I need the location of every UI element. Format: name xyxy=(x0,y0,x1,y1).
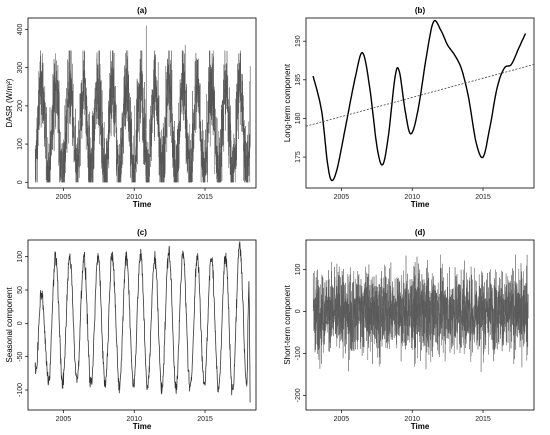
plot-area xyxy=(312,254,529,372)
y-tick-label: -100 xyxy=(17,383,24,397)
series-line xyxy=(34,241,251,403)
x-tick-label: 2010 xyxy=(126,416,142,423)
y-tick-label: 175 xyxy=(295,151,302,163)
y-tick-label: -100 xyxy=(295,346,302,360)
plot-frame xyxy=(305,239,535,411)
y-tick-label: -200 xyxy=(295,388,302,402)
plot-frame xyxy=(27,239,257,411)
x-tick-label: 2015 xyxy=(197,194,213,201)
trend-line xyxy=(306,64,534,127)
series-line xyxy=(312,254,529,372)
y-tick-label: 180 xyxy=(295,113,302,125)
y-tick-label: 0 xyxy=(17,180,24,184)
plot-frame xyxy=(27,17,257,189)
series-line xyxy=(312,19,527,182)
x-axis-label: Time xyxy=(133,200,152,209)
x-tick-label: 2005 xyxy=(56,194,72,201)
panel-a-title: (a) xyxy=(137,6,147,15)
x-tick-label: 2015 xyxy=(197,416,213,423)
x-axis-label: Time xyxy=(411,200,430,209)
x-tick-label: 2005 xyxy=(56,416,72,423)
y-tick-label: 200 xyxy=(17,100,24,112)
y-axis-label: Short-term component xyxy=(283,284,292,364)
y-tick-label: 50 xyxy=(17,286,24,294)
panel-d: (d) 2005 2010 2015 Time -200 -100 0 100 Short-ter… xyxy=(283,228,535,431)
y-tick-label: 400 xyxy=(17,24,24,36)
y-tick-label: 0 xyxy=(295,309,302,313)
x-tick-label: 2005 xyxy=(334,416,350,423)
plot-area xyxy=(34,25,251,183)
panel-d-title: (d) xyxy=(415,228,426,237)
plot-area xyxy=(34,241,251,403)
x-tick-label: 2010 xyxy=(126,194,142,201)
y-tick-label: 100 xyxy=(295,263,302,275)
x-axis-label: Time xyxy=(133,422,152,431)
x-axis-label: Time xyxy=(411,422,430,431)
panel-a: (a) 2005 2010 2015 Time 0 100 200 300 400 DASR (W/… xyxy=(5,6,257,209)
x-tick-label: 2015 xyxy=(475,416,491,423)
y-tick-label: 100 xyxy=(17,251,24,263)
plot-frame xyxy=(305,17,535,189)
series-line xyxy=(34,50,251,183)
y-tick-label: -50 xyxy=(17,352,24,362)
x-tick-label: 2005 xyxy=(334,194,350,201)
panel-c-title: (c) xyxy=(137,228,147,237)
y-axis-label: DASR (W/m²) xyxy=(5,78,14,127)
panel-b-title: (b) xyxy=(415,6,426,15)
plot-area xyxy=(306,19,534,182)
x-tick-label: 2010 xyxy=(404,416,420,423)
y-tick-label: 100 xyxy=(17,138,24,150)
x-tick-label: 2015 xyxy=(475,194,491,201)
panel-b: (b) 2005 2010 2015 Time 175 180 185 190 Long-term… xyxy=(283,6,535,209)
x-tick-label: 2010 xyxy=(404,194,420,201)
y-tick-label: 190 xyxy=(295,35,302,47)
y-axis-label: Long-term component xyxy=(283,63,292,142)
y-tick-label: 300 xyxy=(17,62,24,74)
y-tick-label: 185 xyxy=(295,74,302,86)
panel-c: (c) 2005 2010 2015 Time -100 -50 0 50 100 Seasonal… xyxy=(5,228,257,431)
y-axis-label: Seasonal component xyxy=(5,287,14,363)
y-tick-label: 0 xyxy=(17,321,24,325)
